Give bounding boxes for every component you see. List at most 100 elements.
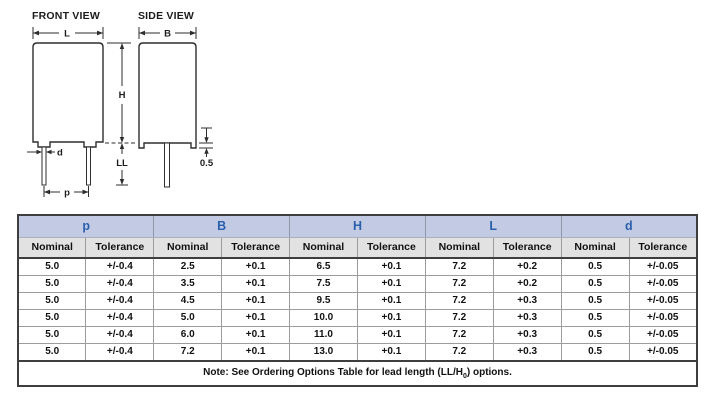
cell: 7.2 [424, 257, 494, 276]
cell: +/-0.05 [628, 309, 698, 327]
cell: +/-0.05 [628, 326, 698, 344]
dimension-d: d [27, 148, 63, 159]
note-suffix: ) options. [466, 367, 512, 378]
dimension-drawing: FRONT VIEW SIDE VIEW L d p H [27, 10, 214, 199]
cell: 5.0 [17, 275, 87, 293]
front-lead-left [41, 146, 47, 186]
cell: 5.0 [17, 292, 87, 310]
cell: +0.1 [221, 326, 291, 344]
cell: +0.1 [356, 275, 426, 293]
cell: +0.1 [356, 326, 426, 344]
subheader-H-tolerance: Tolerance [356, 237, 426, 259]
cell: +0.1 [356, 343, 426, 362]
label-standoff: 0.5 [200, 158, 214, 169]
front-view-body [32, 42, 104, 148]
cell: 2.5 [153, 257, 223, 276]
cell: 7.5 [289, 275, 358, 293]
cell: +/-0.4 [85, 275, 155, 293]
table-row: 5.0 +/-0.4 3.5 +0.1 7.5 +0.1 7.2 +0.2 0.… [17, 275, 698, 293]
note-subscript: 0 [462, 373, 467, 380]
dimensions-table: p B H L d Nominal Tolerance Nominal Tole… [17, 214, 698, 387]
cell: +0.1 [221, 343, 291, 362]
cell: 5.0 [17, 257, 87, 276]
cell: 0.5 [560, 343, 630, 362]
cell: +0.2 [492, 257, 562, 276]
table-row: 5.0 +/-0.4 5.0 +0.1 10.0 +0.1 7.2 +0.3 0… [17, 309, 698, 327]
cell: +0.1 [356, 309, 426, 327]
note-row: Note: See Ordering Options Table for lea… [18, 360, 697, 386]
group-header-p: p [18, 215, 154, 238]
table-row: 5.0 +/-0.4 6.0 +0.1 11.0 +0.1 7.2 +0.3 0… [17, 326, 698, 344]
cell: +0.3 [492, 343, 562, 362]
cell: +0.1 [221, 257, 291, 276]
front-lead-right [86, 146, 91, 186]
cell: +0.1 [221, 275, 291, 293]
cell: +/-0.05 [628, 275, 698, 293]
cell: 5.0 [17, 309, 87, 327]
cell: 7.2 [424, 309, 494, 327]
group-header-B: B [153, 215, 290, 238]
group-header-H: H [289, 215, 426, 238]
cell: +/-0.4 [85, 292, 155, 310]
table-note: Note: See Ordering Options Table for lea… [18, 360, 697, 386]
dimension-p: p [43, 186, 89, 199]
subheader-d-nominal: Nominal [560, 237, 630, 259]
cell: 0.5 [560, 309, 630, 327]
cell: 3.5 [153, 275, 223, 293]
subheader-d-tolerance: Tolerance [628, 237, 698, 259]
cell: 7.2 [424, 343, 494, 362]
table-row: 5.0 +/-0.4 7.2 +0.1 13.0 +0.1 7.2 +0.3 0… [17, 343, 698, 362]
cell: 13.0 [289, 343, 358, 362]
side-view-body [138, 42, 197, 149]
cell: +0.1 [221, 309, 291, 327]
subheader-B-nominal: Nominal [153, 237, 223, 259]
cell: +/-0.05 [628, 257, 698, 276]
cell: +/-0.4 [85, 309, 155, 327]
subheader-L-nominal: Nominal [424, 237, 494, 259]
cell: +0.1 [356, 292, 426, 310]
label-H: H [119, 90, 126, 101]
label-LL: LL [116, 158, 128, 169]
cell: +0.1 [356, 257, 426, 276]
sub-header-row: Nominal Tolerance Nominal Tolerance Nomi… [17, 237, 698, 259]
cell: 7.2 [153, 343, 223, 362]
dimension-B: B [138, 27, 197, 40]
cell: +/-0.4 [85, 326, 155, 344]
cell: 0.5 [560, 326, 630, 344]
cell: +0.1 [221, 292, 291, 310]
cell: 10.0 [289, 309, 358, 327]
cell: 5.0 [17, 343, 87, 362]
group-header-L: L [424, 215, 562, 238]
cell: 9.5 [289, 292, 358, 310]
cell: +0.2 [492, 275, 562, 293]
cell: 7.2 [424, 326, 494, 344]
side-lead [164, 142, 170, 188]
label-d: d [57, 148, 63, 159]
label-L: L [64, 29, 70, 40]
cell: 7.2 [424, 292, 494, 310]
cell: 0.5 [560, 292, 630, 310]
label-B: B [164, 29, 171, 40]
dimension-H-LL: H LL [105, 42, 136, 186]
dimensions-table-container: p B H L d Nominal Tolerance Nominal Tole… [17, 214, 698, 387]
cell: 7.2 [424, 275, 494, 293]
group-header-row: p B H L d [18, 215, 697, 238]
group-header-d: d [560, 215, 697, 238]
cell: 11.0 [289, 326, 358, 344]
subheader-B-tolerance: Tolerance [221, 237, 291, 259]
table-row: 5.0 +/-0.4 4.5 +0.1 9.5 +0.1 7.2 +0.3 0.… [17, 292, 698, 310]
cell: 0.5 [560, 257, 630, 276]
cell: +/-0.4 [85, 257, 155, 276]
front-view-title: FRONT VIEW [32, 10, 100, 22]
label-p: p [64, 188, 70, 199]
subheader-L-tolerance: Tolerance [492, 237, 562, 259]
subheader-p-nominal: Nominal [17, 237, 87, 259]
table-row: 5.0 +/-0.4 2.5 +0.1 6.5 +0.1 7.2 +0.2 0.… [17, 257, 698, 276]
cell: +/-0.05 [628, 343, 698, 362]
cell: 0.5 [560, 275, 630, 293]
subheader-p-tolerance: Tolerance [85, 237, 155, 259]
cell: +0.3 [492, 326, 562, 344]
subheader-H-nominal: Nominal [289, 237, 358, 259]
cell: 6.5 [289, 257, 358, 276]
cell: +0.3 [492, 292, 562, 310]
